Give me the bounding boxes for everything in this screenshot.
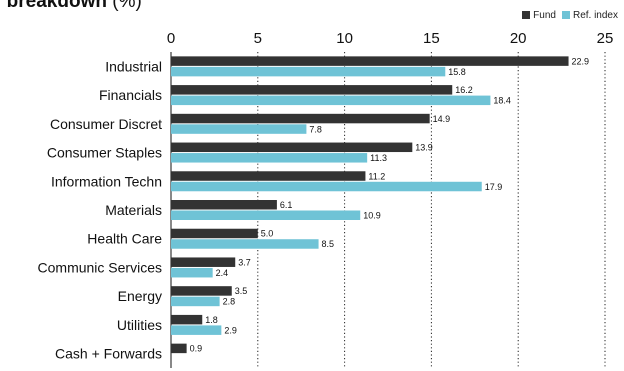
category-label: Cash + Forwards <box>55 346 162 362</box>
bar-fund <box>171 85 453 95</box>
data-label-ref: 15.8 <box>448 67 466 77</box>
bar-fund <box>171 142 413 153</box>
bar-fund <box>171 257 236 267</box>
data-label-fund: 13.9 <box>415 143 433 153</box>
legend: Fund Ref. index <box>522 10 618 21</box>
category-label: Utilities <box>117 317 162 333</box>
data-label-ref: 2.8 <box>223 297 236 307</box>
chart-title: r breakdown (%) <box>0 0 142 13</box>
data-label-fund: 1.8 <box>205 315 218 325</box>
category-label: Financials <box>99 87 162 103</box>
data-label-ref: 2.4 <box>216 268 229 278</box>
bar-ref <box>171 124 307 134</box>
data-label-ref: 8.5 <box>322 239 335 249</box>
data-label-ref: 7.8 <box>309 124 322 134</box>
category-label: Consumer Staples <box>47 145 162 161</box>
data-label-fund: 0.9 <box>190 344 203 354</box>
bar-ref <box>171 153 368 163</box>
bar-ref <box>171 296 220 307</box>
x-tick-label: 5 <box>254 30 262 47</box>
category-label: Communic Services <box>38 259 162 275</box>
bar-ref <box>171 181 482 192</box>
bar-ref <box>171 325 222 335</box>
bar-ref <box>171 267 213 278</box>
legend-label-ref: Ref. index <box>572 10 618 21</box>
legend-swatch-fund <box>522 11 531 20</box>
data-label-ref: 11.3 <box>370 153 387 163</box>
bar-ref <box>171 239 319 249</box>
x-tick-label: 0 <box>167 30 175 47</box>
chart-title-unit: (%) <box>106 0 142 12</box>
legend-item-fund: Fund <box>522 10 556 21</box>
x-tick-label: 20 <box>510 30 527 47</box>
bar-fund <box>171 286 232 296</box>
bar-ref <box>171 210 361 220</box>
data-label-ref: 2.9 <box>224 325 237 335</box>
bar-ref <box>171 95 491 106</box>
chart-title-main: r breakdown <box>0 0 107 12</box>
bar-fund <box>171 228 258 239</box>
bar-ref <box>171 66 446 77</box>
data-label-ref: 17.9 <box>485 182 503 192</box>
bar-fund <box>171 314 203 325</box>
legend-swatch-ref <box>561 11 570 20</box>
legend-label-fund: Fund <box>533 10 556 21</box>
data-label-fund: 16.2 <box>455 85 473 95</box>
bar-fund <box>171 200 277 210</box>
x-tick-label: 10 <box>336 30 353 47</box>
legend-item-ref: Ref. index <box>561 10 618 21</box>
category-label: Energy <box>118 288 162 304</box>
x-tick-label: 15 <box>423 30 440 47</box>
data-label-ref: 10.9 <box>363 211 381 221</box>
category-label: Consumer Discret <box>50 116 162 132</box>
bar-fund <box>171 343 187 354</box>
category-label: Materials <box>105 202 162 218</box>
data-label-fund: 14.9 <box>433 114 451 124</box>
data-label-ref: 18.4 <box>493 96 511 106</box>
bar-fund <box>171 56 569 66</box>
category-label: Health Care <box>87 231 162 247</box>
bar-fund <box>171 113 430 124</box>
bar-fund <box>171 171 366 181</box>
data-label-fund: 11.2 <box>368 171 385 181</box>
category-label: Industrial <box>105 58 162 74</box>
data-label-fund: 6.1 <box>280 200 293 210</box>
x-tick-label: 25 <box>597 30 614 47</box>
data-label-fund: 3.7 <box>238 257 251 267</box>
category-label: Information Techn <box>51 173 162 189</box>
data-label-fund: 3.5 <box>235 286 248 296</box>
data-label-fund: 5.0 <box>261 229 274 239</box>
data-label-fund: 22.9 <box>572 56 590 66</box>
